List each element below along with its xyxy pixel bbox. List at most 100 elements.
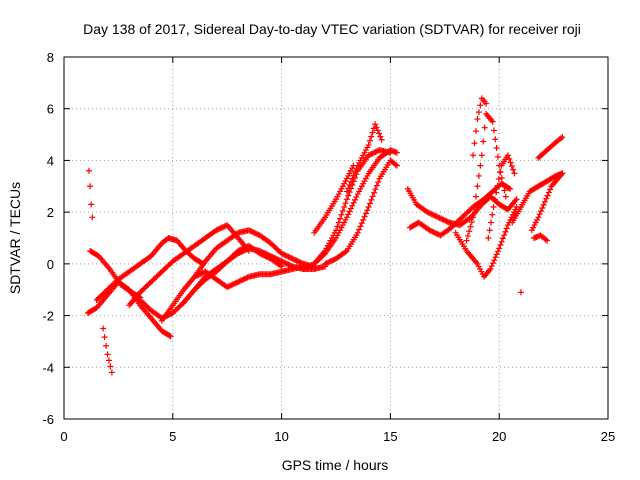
sdtvar-chart: 0 5 10 15 20 25 -6-4-202468 Day 138 of 2017, … <box>0 0 640 480</box>
data-point <box>347 208 353 214</box>
data-point <box>88 201 94 207</box>
y-tick-labels: -6-4-202468 <box>42 50 54 427</box>
data-point <box>543 196 549 202</box>
data-point <box>348 206 354 212</box>
data-point <box>379 137 385 143</box>
data-point <box>370 193 376 199</box>
data-point <box>541 202 547 208</box>
data-point <box>344 188 350 194</box>
data-point <box>371 190 377 196</box>
data-point <box>338 212 344 218</box>
data-point <box>473 128 479 134</box>
data-point <box>476 173 482 179</box>
data-point <box>109 369 115 375</box>
data-point <box>542 199 548 205</box>
data-point <box>364 207 370 213</box>
data-point <box>349 203 355 209</box>
data-point <box>500 235 506 241</box>
data-point <box>100 326 106 332</box>
data-point <box>377 134 383 140</box>
series-arc-t <box>470 95 489 158</box>
x-axis-label: GPS time / hours <box>282 457 389 473</box>
data-point <box>503 194 509 200</box>
series-arc-z <box>518 289 524 295</box>
data-point <box>347 182 353 188</box>
data-point <box>359 220 365 226</box>
data-point <box>345 211 351 217</box>
series-arc-k <box>300 147 400 272</box>
chart-title: Day 138 of 2017, Sidereal Day-to-day VTE… <box>83 21 581 37</box>
data-point <box>368 197 374 203</box>
x-tick-label: 20 <box>492 429 506 444</box>
data-point <box>368 134 374 140</box>
series-arc-b <box>87 248 143 301</box>
data-point <box>545 193 551 199</box>
data-point <box>504 225 510 231</box>
x-tick-label: 10 <box>274 429 288 444</box>
data-point <box>470 152 476 158</box>
data-point <box>356 227 362 233</box>
data-point <box>492 136 498 142</box>
data-point <box>496 245 502 251</box>
x-tick-label: 15 <box>383 429 397 444</box>
series-arc-x <box>531 232 550 243</box>
data-marks <box>85 95 565 375</box>
data-point <box>351 200 357 206</box>
data-point <box>502 229 508 235</box>
data-point <box>362 214 368 220</box>
data-point <box>495 154 501 160</box>
data-point <box>511 170 517 176</box>
x-tick-label: 25 <box>601 429 615 444</box>
data-point <box>345 185 351 191</box>
data-point <box>492 254 498 260</box>
data-point <box>347 189 353 195</box>
data-point <box>538 208 544 214</box>
data-point <box>494 251 500 257</box>
data-point <box>491 127 497 133</box>
data-point <box>499 175 505 181</box>
y-tick-label: 0 <box>47 257 54 272</box>
data-point <box>103 343 109 349</box>
data-point <box>539 205 545 211</box>
data-point <box>105 351 111 357</box>
data-point <box>472 140 478 146</box>
data-point <box>376 131 382 137</box>
data-point <box>366 204 372 210</box>
data-point <box>477 163 483 169</box>
series-arc-y <box>535 134 565 161</box>
data-point <box>367 138 373 144</box>
data-point <box>87 183 93 189</box>
data-point <box>372 186 378 192</box>
data-point <box>537 211 543 217</box>
data-point <box>465 233 471 239</box>
data-point <box>497 242 503 248</box>
data-point <box>370 130 376 136</box>
y-tick-label: -4 <box>42 360 54 375</box>
data-point <box>372 121 378 127</box>
data-point <box>344 196 350 202</box>
data-point <box>488 219 494 225</box>
data-point <box>464 238 470 244</box>
data-point <box>474 116 480 122</box>
data-point <box>375 179 381 185</box>
data-point <box>495 248 501 254</box>
data-point <box>367 200 373 206</box>
data-point <box>490 260 496 266</box>
data-point <box>479 152 485 158</box>
data-point <box>487 227 493 233</box>
data-point <box>363 210 369 216</box>
data-point <box>107 363 113 369</box>
y-tick-label: 8 <box>47 50 54 65</box>
data-point <box>341 204 347 210</box>
data-point <box>337 216 343 222</box>
x-tick-label: 5 <box>169 429 176 444</box>
series-arc-s <box>464 111 509 244</box>
y-tick-label: 2 <box>47 205 54 220</box>
data-point <box>352 197 358 203</box>
data-point <box>86 168 92 174</box>
data-point <box>334 223 340 229</box>
data-point <box>497 169 503 175</box>
y-tick-label: 4 <box>47 153 54 168</box>
x-tick-label: 0 <box>60 429 67 444</box>
data-point <box>360 217 366 223</box>
